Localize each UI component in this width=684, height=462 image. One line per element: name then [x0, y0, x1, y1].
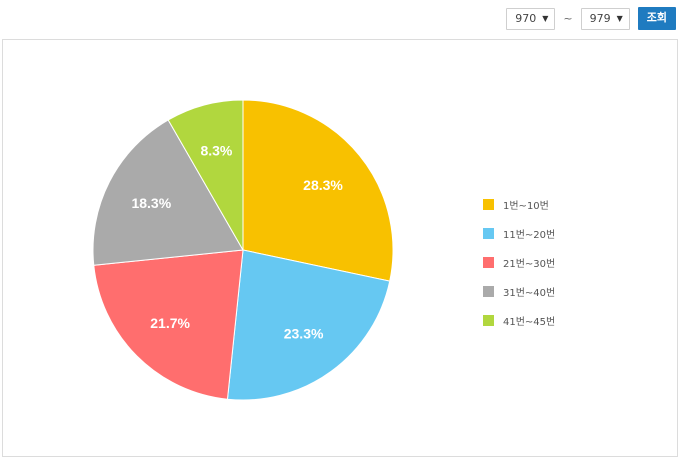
legend-label: 1번~10번 [503, 201, 549, 212]
legend-item-3[interactable]: 21번~30번 [483, 248, 555, 277]
pie-slice-4 [92, 119, 244, 266]
filter-toolbar: 970 ▼ ~ 979 ▼ 조회 [506, 7, 676, 30]
chart-panel: 28.3% 23.3% 21.7% 18.3% 8.3% 1번~10번 11번~20번 21… [2, 39, 678, 457]
pie-slice-3 [93, 249, 244, 400]
to-round-value: 979 [589, 12, 611, 25]
legend-swatch [483, 228, 494, 239]
slice-label-3: 21.7% [150, 315, 190, 331]
from-round-select[interactable]: 970 ▼ [506, 7, 556, 30]
pie-slice-2 [226, 249, 391, 401]
to-round-select[interactable]: 979 ▼ [580, 7, 630, 30]
chevron-down-icon: ▼ [542, 13, 549, 23]
slice-label-5: 8.3% [200, 142, 232, 158]
slice-label-4: 18.3% [131, 195, 171, 211]
chevron-down-icon: ▼ [616, 13, 623, 23]
slice-label-2: 23.3% [284, 325, 324, 341]
legend-label: 21번~30번 [503, 259, 556, 270]
legend-label: 31번~40번 [503, 288, 556, 299]
from-round-value: 970 [515, 12, 537, 25]
legend-swatch [483, 257, 494, 268]
slice-label-1: 28.3% [303, 177, 343, 193]
range-separator: ~ [563, 12, 573, 25]
legend-item-4[interactable]: 31번~40번 [483, 277, 555, 306]
legend-swatch [483, 199, 494, 210]
legend-swatch [483, 315, 494, 326]
legend-item-5[interactable]: 41번~45번 [483, 306, 555, 335]
chart-legend: 1번~10번 11번~20번 21번~30번 31번~40번 41번~45번 [483, 190, 555, 335]
pie-chart: 28.3% 23.3% 21.7% 18.3% 8.3% [92, 99, 394, 401]
legend-label: 41번~45번 [503, 317, 556, 328]
pie-slice-5 [167, 99, 244, 252]
legend-label: 11번~20번 [503, 230, 556, 241]
pie-slice-1 [242, 99, 394, 282]
legend-swatch [483, 286, 494, 297]
legend-item-1[interactable]: 1번~10번 [483, 190, 555, 219]
search-button[interactable]: 조회 [637, 7, 676, 30]
legend-item-2[interactable]: 11번~20번 [483, 219, 555, 248]
